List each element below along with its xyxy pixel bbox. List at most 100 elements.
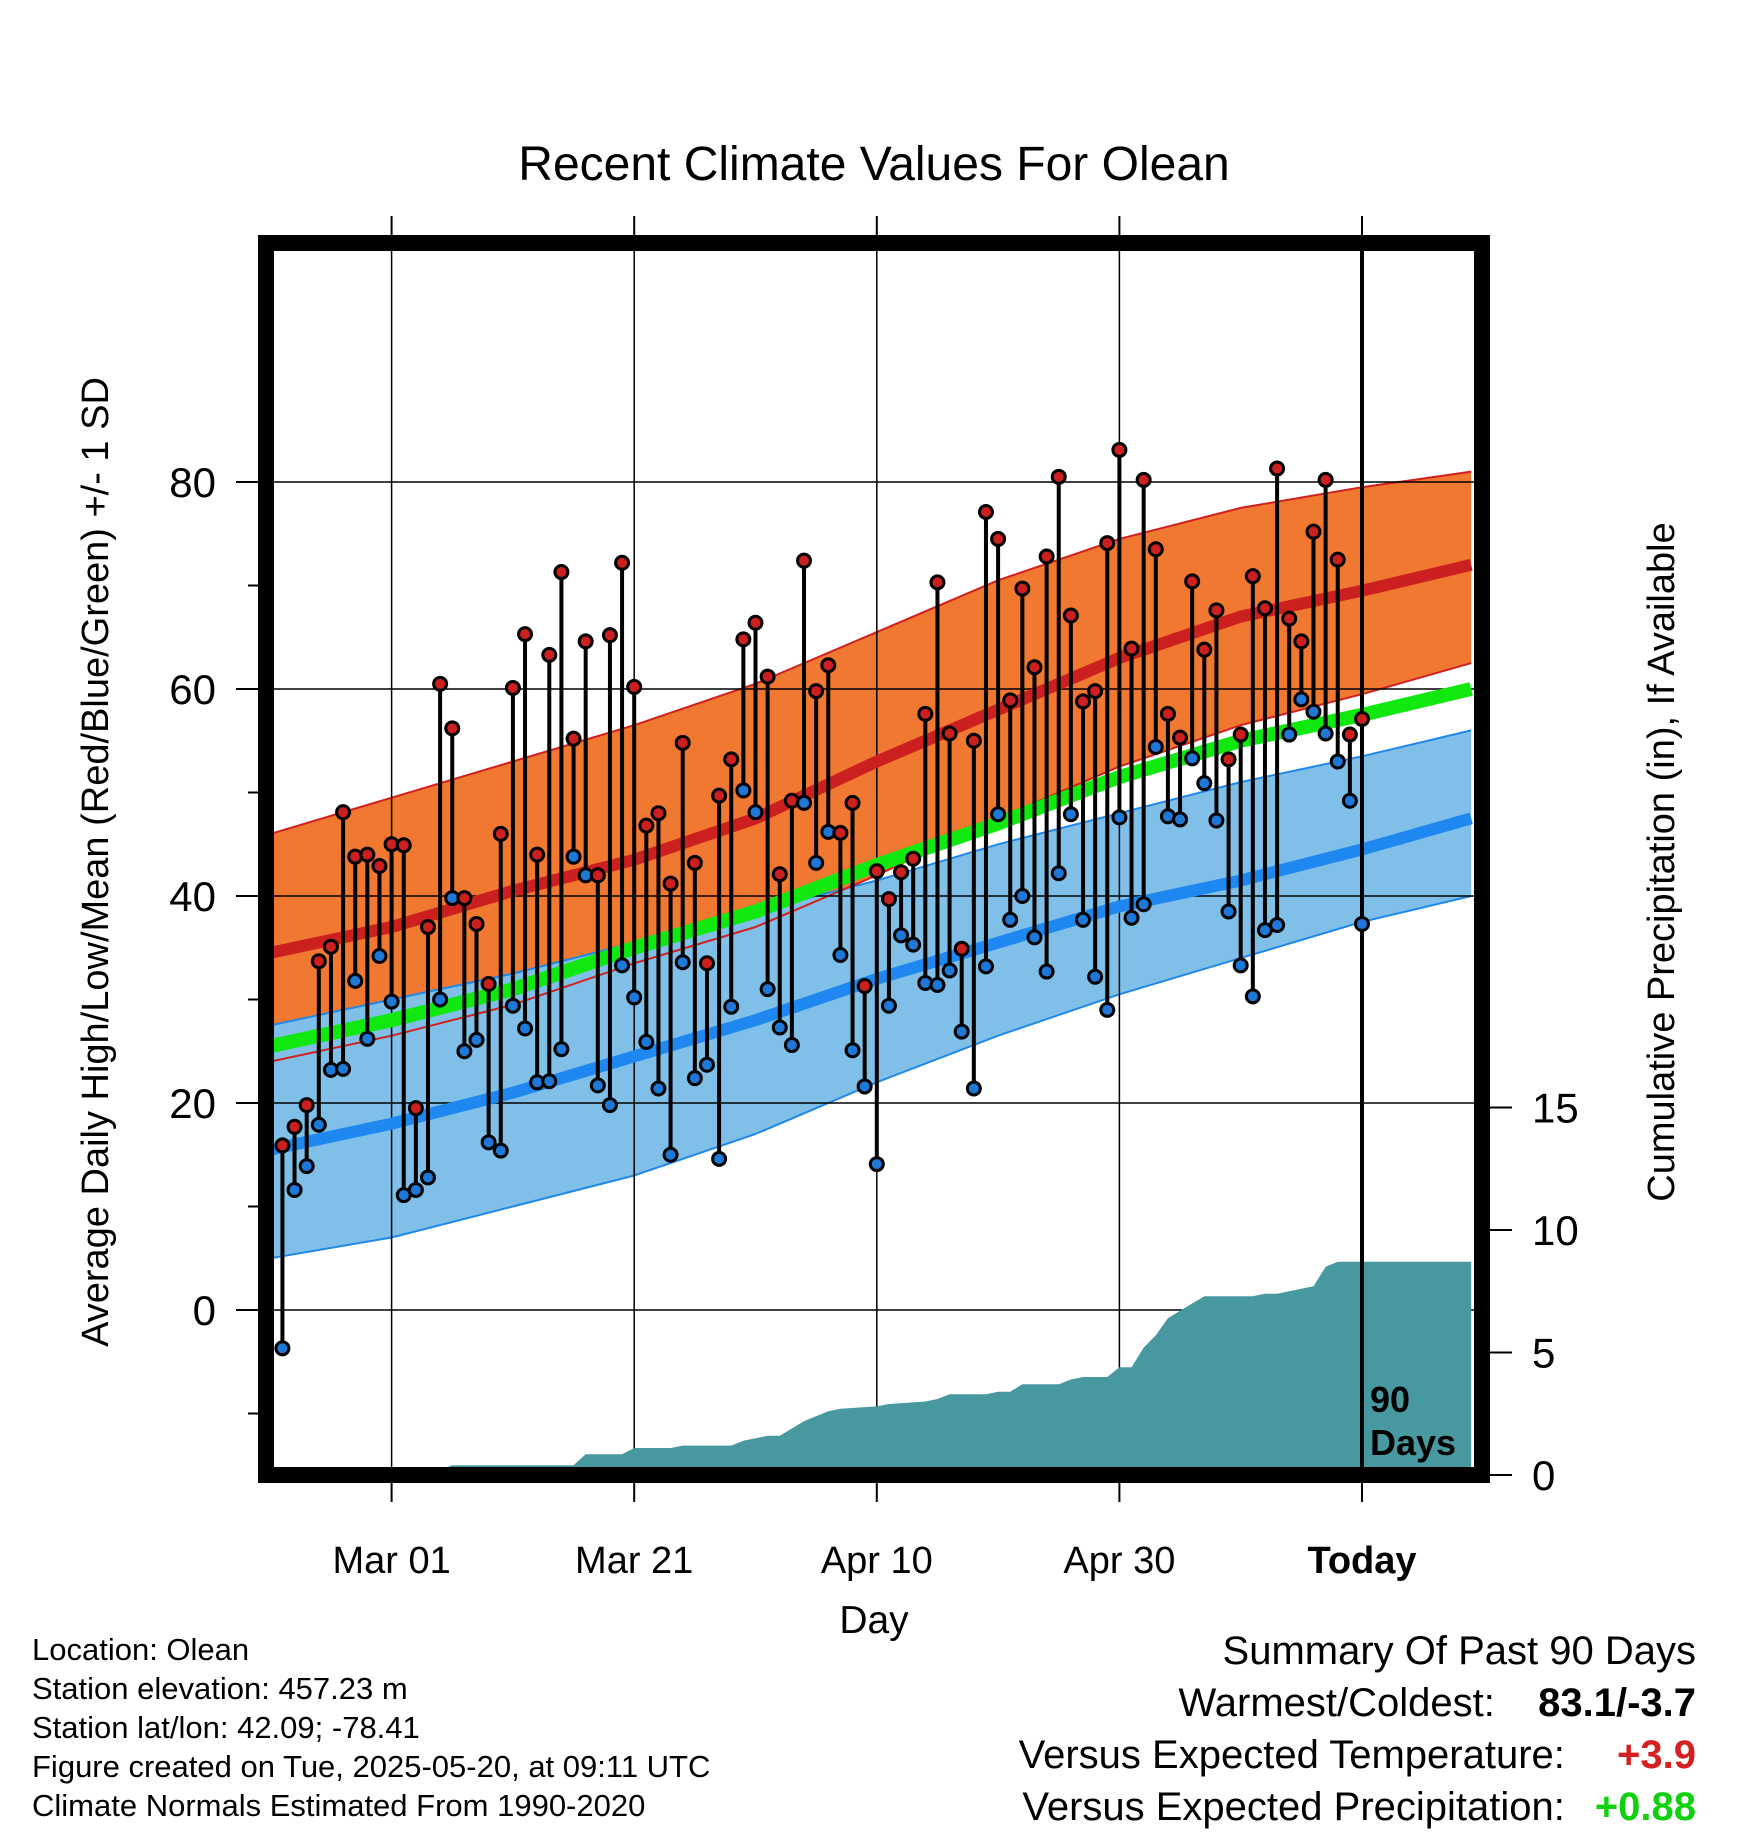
daily-high-dot	[1341, 726, 1358, 743]
daily-high-dot	[662, 875, 679, 892]
y-axis-label-right: Cumulative Precipitation (in), If Availa…	[1641, 522, 1683, 1201]
daily-high-dot	[1002, 692, 1019, 709]
x-tick-label: Today	[1307, 1540, 1416, 1582]
daily-high-dot	[686, 854, 703, 871]
daily-high-dot	[395, 837, 412, 854]
daily-high-dot	[1293, 633, 1310, 650]
daily-low-dot	[419, 1169, 436, 1186]
daily-low-dot	[1293, 691, 1310, 708]
daily-low-dot	[1062, 806, 1079, 823]
daily-low-dot	[1135, 896, 1152, 913]
daily-low-dot	[759, 981, 776, 998]
daily-high-dot	[529, 846, 546, 863]
daily-low-dot	[1208, 812, 1225, 829]
daily-low-dot	[1075, 911, 1092, 928]
temp-row: Versus Expected Temperature: +3.9	[1019, 1729, 1696, 1781]
daily-high-dot	[274, 1137, 291, 1154]
summary-heading: Summary Of Past 90 Days	[1222, 1629, 1696, 1673]
daily-low-dot	[698, 1056, 715, 1073]
daily-low-dot	[990, 806, 1007, 823]
daily-high-dot	[1208, 602, 1225, 619]
daily-high-dot	[1014, 580, 1031, 597]
warm-cold-label: Warmest/Coldest:	[1178, 1681, 1495, 1725]
daily-high-dot	[1099, 535, 1116, 552]
daily-high-dot	[880, 891, 897, 908]
daily-high-dot	[917, 705, 934, 722]
plot-frame	[258, 235, 1490, 1483]
daily-high-dot	[1111, 441, 1128, 458]
daily-low-dot	[359, 1030, 376, 1047]
elevation-text: Station elevation: 457.23 m	[32, 1671, 408, 1706]
daily-low-dot	[929, 977, 946, 994]
daily-high-dot	[1281, 610, 1298, 627]
today-label-number: 90	[1370, 1379, 1410, 1420]
y-tick-label-left: 80	[169, 459, 216, 506]
daily-low-dot	[832, 946, 849, 963]
daily-low-dot	[432, 991, 449, 1008]
daily-high-dot	[335, 804, 352, 821]
y-tick-label-left: 40	[169, 873, 216, 920]
daily-low-dot	[589, 1077, 606, 1094]
daily-low-dot	[347, 972, 364, 989]
daily-high-dot	[468, 915, 485, 932]
daily-high-dot	[626, 678, 643, 695]
daily-high-dot	[492, 825, 509, 842]
precip-row: Versus Expected Precipitation: +0.88	[1019, 1781, 1696, 1833]
daily-low-dot	[844, 1042, 861, 1059]
daily-low-dot	[517, 1020, 534, 1037]
daily-high-dot	[674, 734, 691, 751]
daily-low-dot	[1099, 1001, 1116, 1018]
daily-low-dot	[638, 1033, 655, 1050]
daily-low-dot	[1087, 968, 1104, 985]
daily-low-dot	[868, 1156, 885, 1173]
daily-low-dot	[335, 1060, 352, 1077]
daily-high-dot	[1184, 573, 1201, 590]
daily-high-dot	[856, 978, 873, 995]
daily-high-dot	[771, 866, 788, 883]
x-tick-label: Apr 10	[821, 1540, 933, 1582]
daily-high-dot	[990, 530, 1007, 547]
daily-high-dot	[1256, 600, 1273, 617]
daily-high-dot	[541, 646, 558, 663]
x-tick-label: Mar 01	[332, 1540, 450, 1582]
y-tick-label-right: 0	[1532, 1452, 1555, 1499]
y-tick-label-left: 20	[169, 1080, 216, 1127]
daily-low-dot	[1196, 775, 1213, 792]
daily-high-dot	[893, 864, 910, 881]
daily-high-dot	[601, 627, 618, 644]
daily-high-dot	[322, 938, 339, 955]
y-axis-label-left: Average Daily High/Low/Mean (Red/Blue/Gr…	[75, 377, 117, 1347]
daily-high-dot	[480, 975, 497, 992]
daily-low-dot	[504, 997, 521, 1014]
warm-cold-row: Warmest/Coldest: 83.1/-3.7	[1019, 1677, 1697, 1729]
y-tick-label-left: 60	[169, 666, 216, 713]
daily-high-dot	[614, 554, 631, 571]
station-info: Location: Olean Station elevation: 457.2…	[32, 1630, 710, 1825]
daily-high-dot	[432, 675, 449, 692]
latlon-text: Station lat/lon: 42.09; -78.41	[32, 1710, 420, 1745]
daily-high-dot	[1123, 640, 1140, 657]
daily-low-dot	[1014, 888, 1031, 904]
daily-high-dot	[589, 867, 606, 884]
daily-high-dot	[759, 668, 776, 685]
daily-low-dot	[880, 997, 897, 1014]
normals-text: Climate Normals Estimated From 1990-2020	[32, 1788, 646, 1823]
daily-low-dot	[1002, 911, 1019, 928]
daily-low-dot	[1111, 809, 1128, 826]
daily-high-dot	[1159, 705, 1176, 722]
daily-high-dot	[1050, 468, 1067, 485]
daily-high-dot	[1220, 751, 1237, 768]
daily-high-dot	[504, 679, 521, 696]
normal-high-line	[269, 558, 1473, 959]
precip-label: Versus Expected Precipitation:	[1022, 1785, 1565, 1829]
daily-low-dot	[771, 1019, 788, 1036]
temp-value: +3.9	[1617, 1733, 1696, 1777]
daily-high-dot	[1305, 523, 1322, 540]
daily-high-dot	[929, 574, 946, 591]
precip-area	[270, 1261, 1472, 1475]
daily-low-dot	[650, 1080, 667, 1097]
y-tick-label-right: 10	[1532, 1207, 1579, 1254]
daily-high-dot	[941, 725, 958, 742]
daily-high-dot	[711, 787, 728, 804]
